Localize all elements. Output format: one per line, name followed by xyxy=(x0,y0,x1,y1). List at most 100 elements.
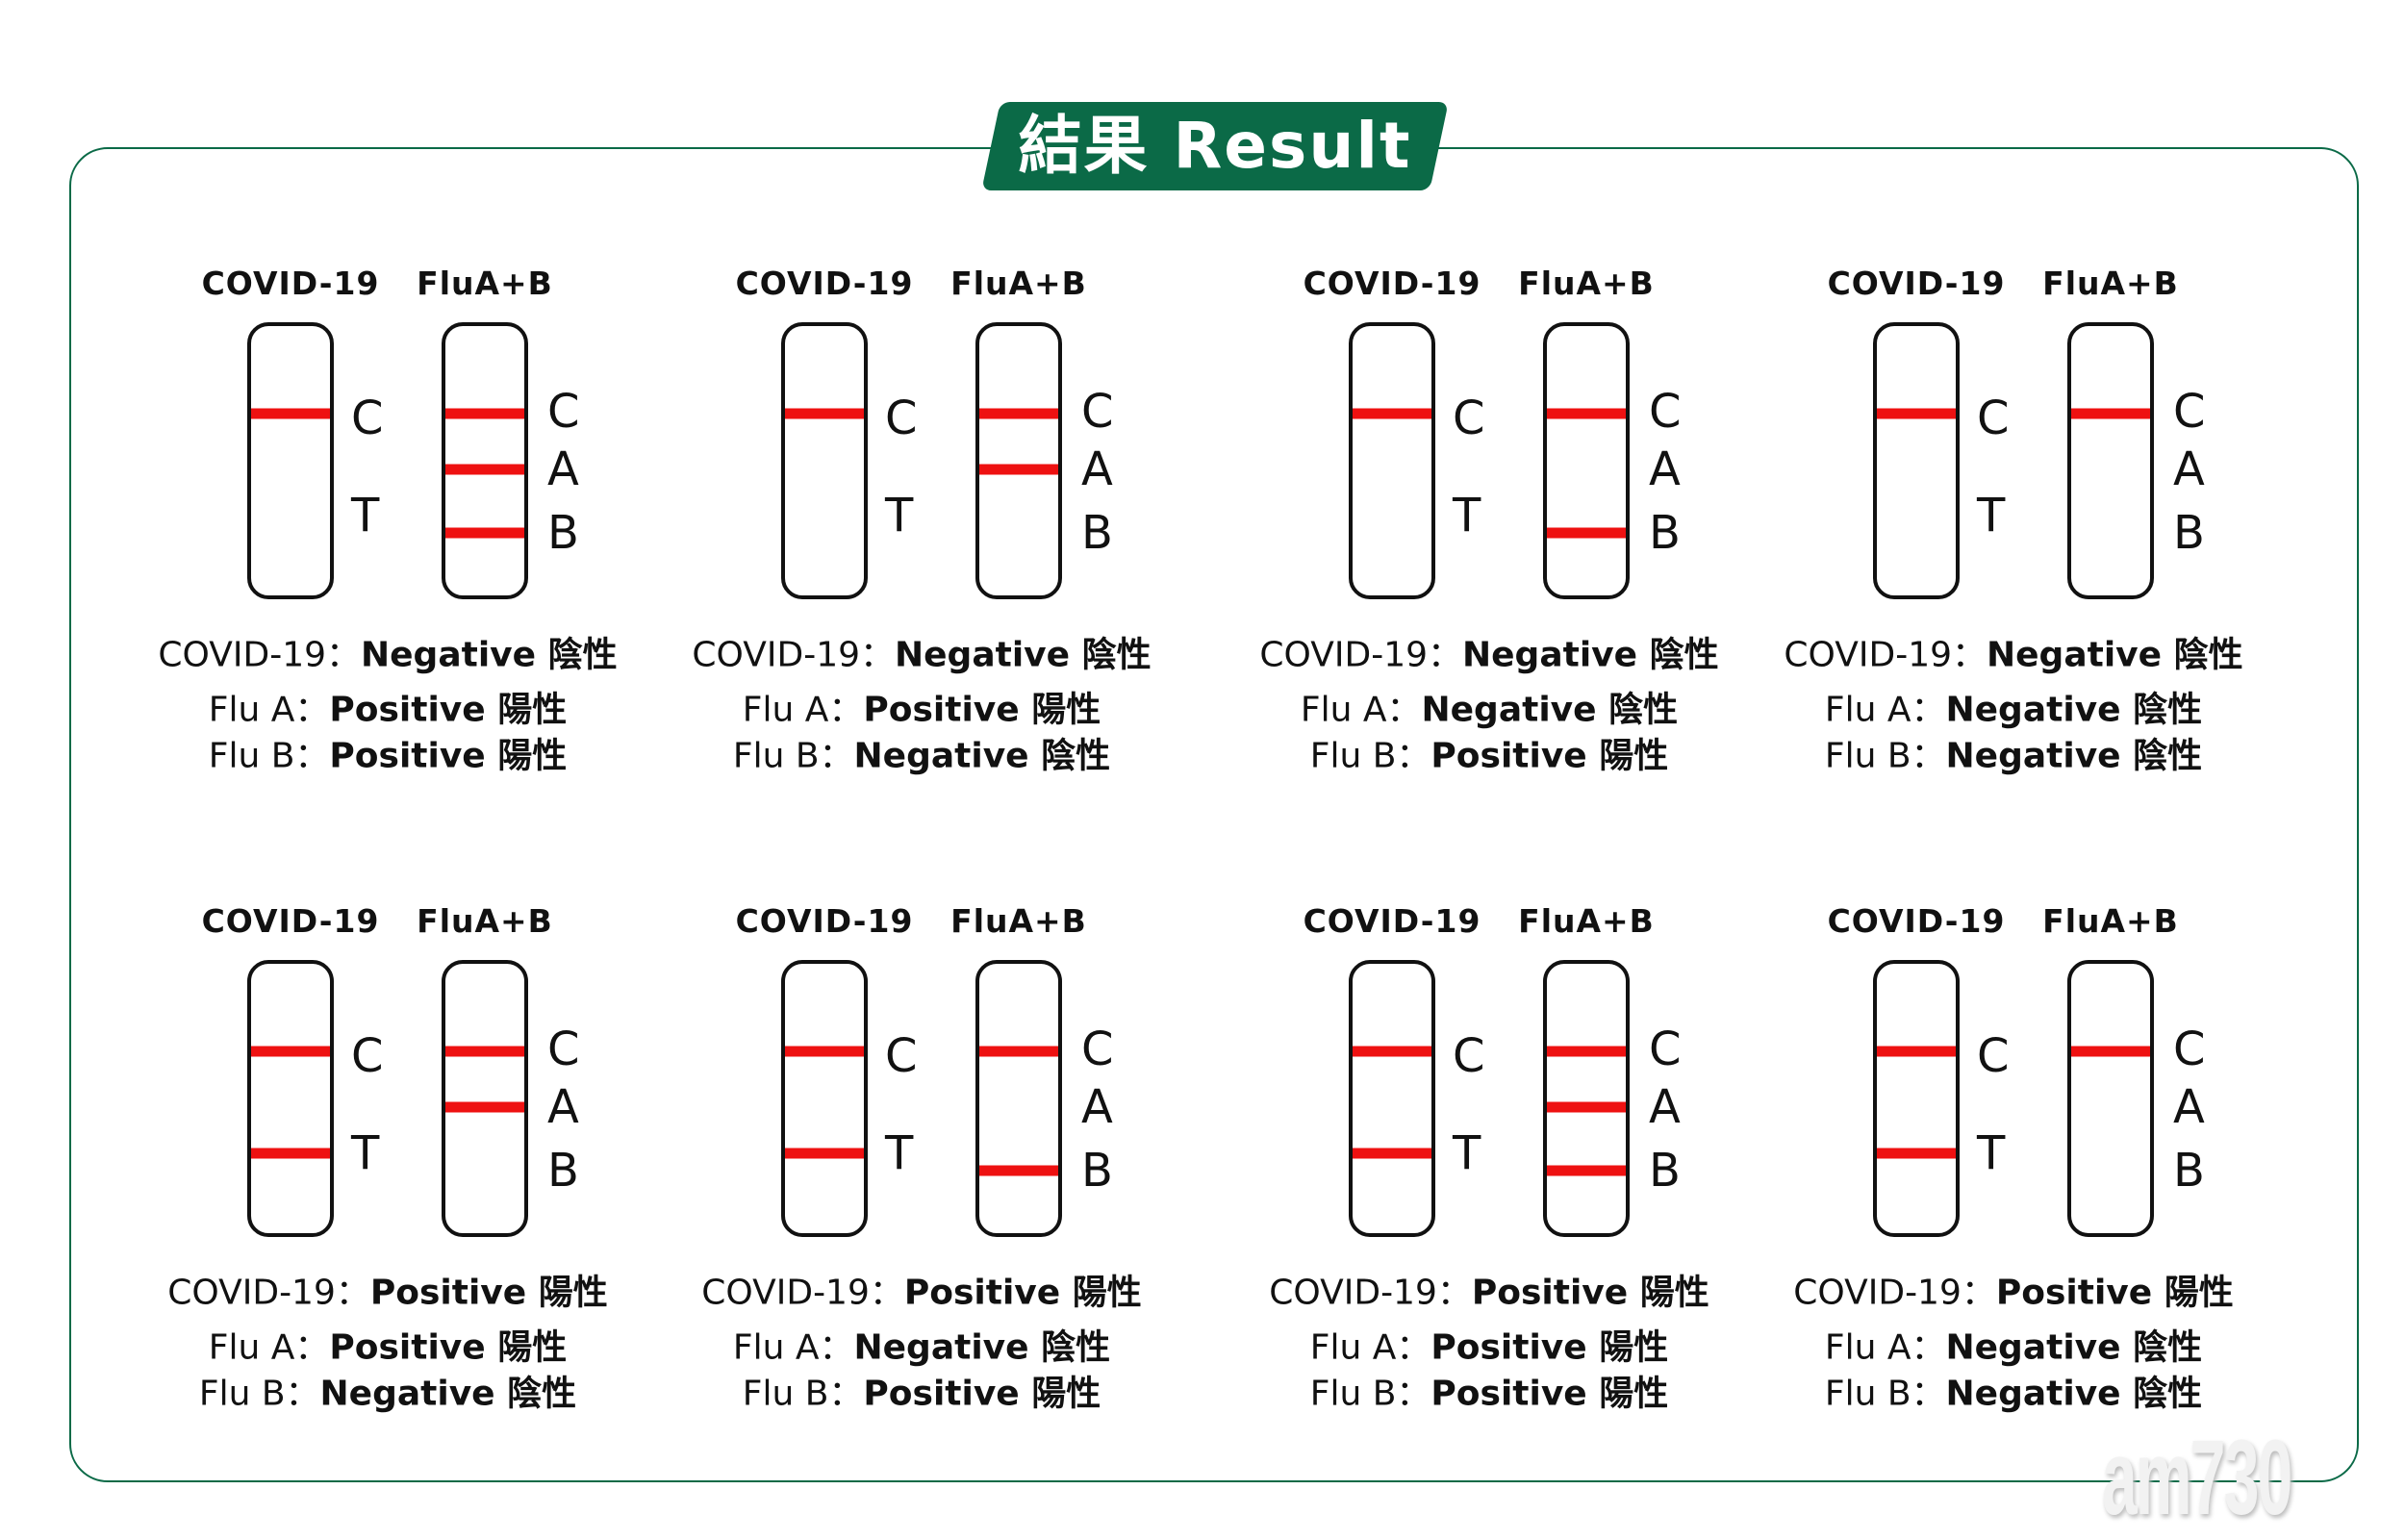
zone-letter-t: T xyxy=(1977,1126,2006,1180)
control-line xyxy=(1877,1046,1956,1057)
control-line xyxy=(785,408,864,419)
control-line xyxy=(2071,1046,2150,1057)
zone-letter-a: A xyxy=(1081,1080,1113,1134)
result-label: Flu A： xyxy=(732,1327,854,1368)
result-value: Positive 陽性 xyxy=(329,690,568,730)
covid-test-strip xyxy=(781,960,868,1237)
result-value: Negative 陰性 xyxy=(853,736,1111,776)
result-label: Flu A： xyxy=(208,690,330,730)
covid-strip-label: COVID-19 xyxy=(201,902,380,940)
result-value: Negative 陰性 xyxy=(853,1327,1111,1368)
zone-letter-a: A xyxy=(1649,442,1681,496)
flu-b-result: Flu B：Positive 陽性 xyxy=(1310,736,1669,775)
covid-result: COVID-19：Positive 陽性 xyxy=(1269,1273,1709,1312)
flu-a-result: Flu A：Positive 陽性 xyxy=(1310,1327,1668,1367)
covid-strip-label: COVID-19 xyxy=(1303,902,1481,940)
result-panel: COVID-19 FluA+B C T C A B COVID-19：Negative 陰性 F… xyxy=(1220,265,1759,784)
result-value: Positive 陽性 xyxy=(1430,736,1669,776)
zone-letter-a: A xyxy=(547,1080,579,1134)
result-label: COVID-19： xyxy=(701,1273,904,1313)
result-label: Flu B： xyxy=(1309,1374,1431,1414)
covid-test-line xyxy=(1353,1148,1431,1159)
flu-test-strip xyxy=(442,960,528,1237)
covid-strip-label: COVID-19 xyxy=(1827,265,2006,302)
zone-letter-c: C xyxy=(1649,1022,1682,1076)
flu-strip-label: FluA+B xyxy=(950,265,1087,302)
result-value: Negative 陰性 xyxy=(1421,690,1679,730)
zone-letter-t: T xyxy=(885,489,914,543)
flu-test-strip xyxy=(1543,960,1630,1237)
covid-test-strip xyxy=(247,960,334,1237)
zone-letter-a: A xyxy=(2173,1080,2205,1134)
covid-test-strip xyxy=(1349,322,1435,599)
result-value: Positive 陽性 xyxy=(329,1327,568,1368)
control-line xyxy=(1547,408,1626,419)
flu-strip-label: FluA+B xyxy=(2042,902,2179,940)
zone-letter-c: C xyxy=(351,391,384,445)
flu-b-result: Flu B：Negative 陰性 xyxy=(1825,1374,2202,1413)
result-value: Negative 陰性 xyxy=(1945,690,2203,730)
result-label: COVID-19： xyxy=(1784,635,1987,675)
flu-strip-label: FluA+B xyxy=(417,265,553,302)
page-title: 結果 Result xyxy=(1018,109,1412,183)
result-label: Flu A： xyxy=(208,1327,330,1368)
covid-strip-label: COVID-19 xyxy=(1827,902,2006,940)
result-label: Flu B： xyxy=(1824,736,1946,776)
covid-test-strip xyxy=(1873,322,1960,599)
result-label: Flu B： xyxy=(742,1374,864,1414)
result-label: Flu A： xyxy=(742,690,864,730)
covid-strip-label: COVID-19 xyxy=(735,902,914,940)
flu-a-result: Flu A：Negative 陰性 xyxy=(1825,1327,2202,1367)
control-line xyxy=(251,408,330,419)
covid-result: COVID-19：Negative 陰性 xyxy=(1784,635,2242,674)
flu-a-line xyxy=(445,464,524,475)
zone-letter-b: B xyxy=(1649,506,1681,560)
flu-b-result: Flu B：Negative 陰性 xyxy=(1825,736,2202,775)
zone-letter-b: B xyxy=(1081,1144,1113,1198)
result-panel: COVID-19 FluA+B C T C A B COVID-19：Positive 陽性 F… xyxy=(118,902,657,1422)
zone-letter-c: C xyxy=(1453,391,1485,445)
result-value: Positive 陽性 xyxy=(903,1273,1142,1313)
zone-letter-c: C xyxy=(1977,391,2010,445)
zone-letter-c: C xyxy=(885,391,918,445)
zone-letter-t: T xyxy=(351,1126,380,1180)
zone-letter-a: A xyxy=(1649,1080,1681,1134)
flu-a-line xyxy=(445,1101,524,1113)
covid-test-strip xyxy=(1349,960,1435,1237)
flu-b-result: Flu B：Negative 陰性 xyxy=(733,736,1110,775)
flu-a-line xyxy=(979,464,1058,475)
zone-letter-c: C xyxy=(1977,1029,2010,1083)
flu-test-strip xyxy=(1543,322,1630,599)
result-label: Flu B： xyxy=(732,736,854,776)
zone-letter-c: C xyxy=(351,1029,384,1083)
covid-result: COVID-19：Positive 陽性 xyxy=(701,1273,1141,1312)
covid-result: COVID-19：Negative 陰性 xyxy=(1259,635,1718,674)
covid-strip-label: COVID-19 xyxy=(201,265,380,302)
covid-result: COVID-19：Negative 陰性 xyxy=(692,635,1151,674)
flu-test-strip xyxy=(975,322,1062,599)
flu-b-result: Flu B：Negative 陰性 xyxy=(199,1374,576,1413)
zone-letter-t: T xyxy=(351,489,380,543)
zone-letter-a: A xyxy=(547,442,579,496)
control-line xyxy=(1353,1046,1431,1057)
result-label: COVID-19： xyxy=(158,635,362,675)
result-value: Positive 陽性 xyxy=(369,1273,608,1313)
flu-a-result: Flu A：Positive 陽性 xyxy=(209,1327,567,1367)
watermark-logo: am730 xyxy=(2102,1419,2292,1537)
flu-b-line xyxy=(1547,1165,1626,1176)
result-value: Negative 陰性 xyxy=(1945,1327,2203,1368)
result-label: COVID-19： xyxy=(692,635,896,675)
covid-test-strip xyxy=(781,322,868,599)
covid-test-line xyxy=(251,1148,330,1159)
zone-letter-b: B xyxy=(547,506,579,560)
result-panel: COVID-19 FluA+B C T C A B COVID-19：Positive 陽性 F… xyxy=(652,902,1191,1422)
control-line xyxy=(1547,1046,1626,1057)
flu-test-strip xyxy=(442,322,528,599)
flu-strip-label: FluA+B xyxy=(2042,265,2179,302)
flu-strip-label: FluA+B xyxy=(1518,265,1655,302)
result-label: Flu A： xyxy=(1300,690,1422,730)
control-line xyxy=(785,1046,864,1057)
result-value: Positive 陽性 xyxy=(863,690,1101,730)
result-label: Flu A： xyxy=(1824,1327,1946,1368)
flu-b-line xyxy=(1547,527,1626,539)
